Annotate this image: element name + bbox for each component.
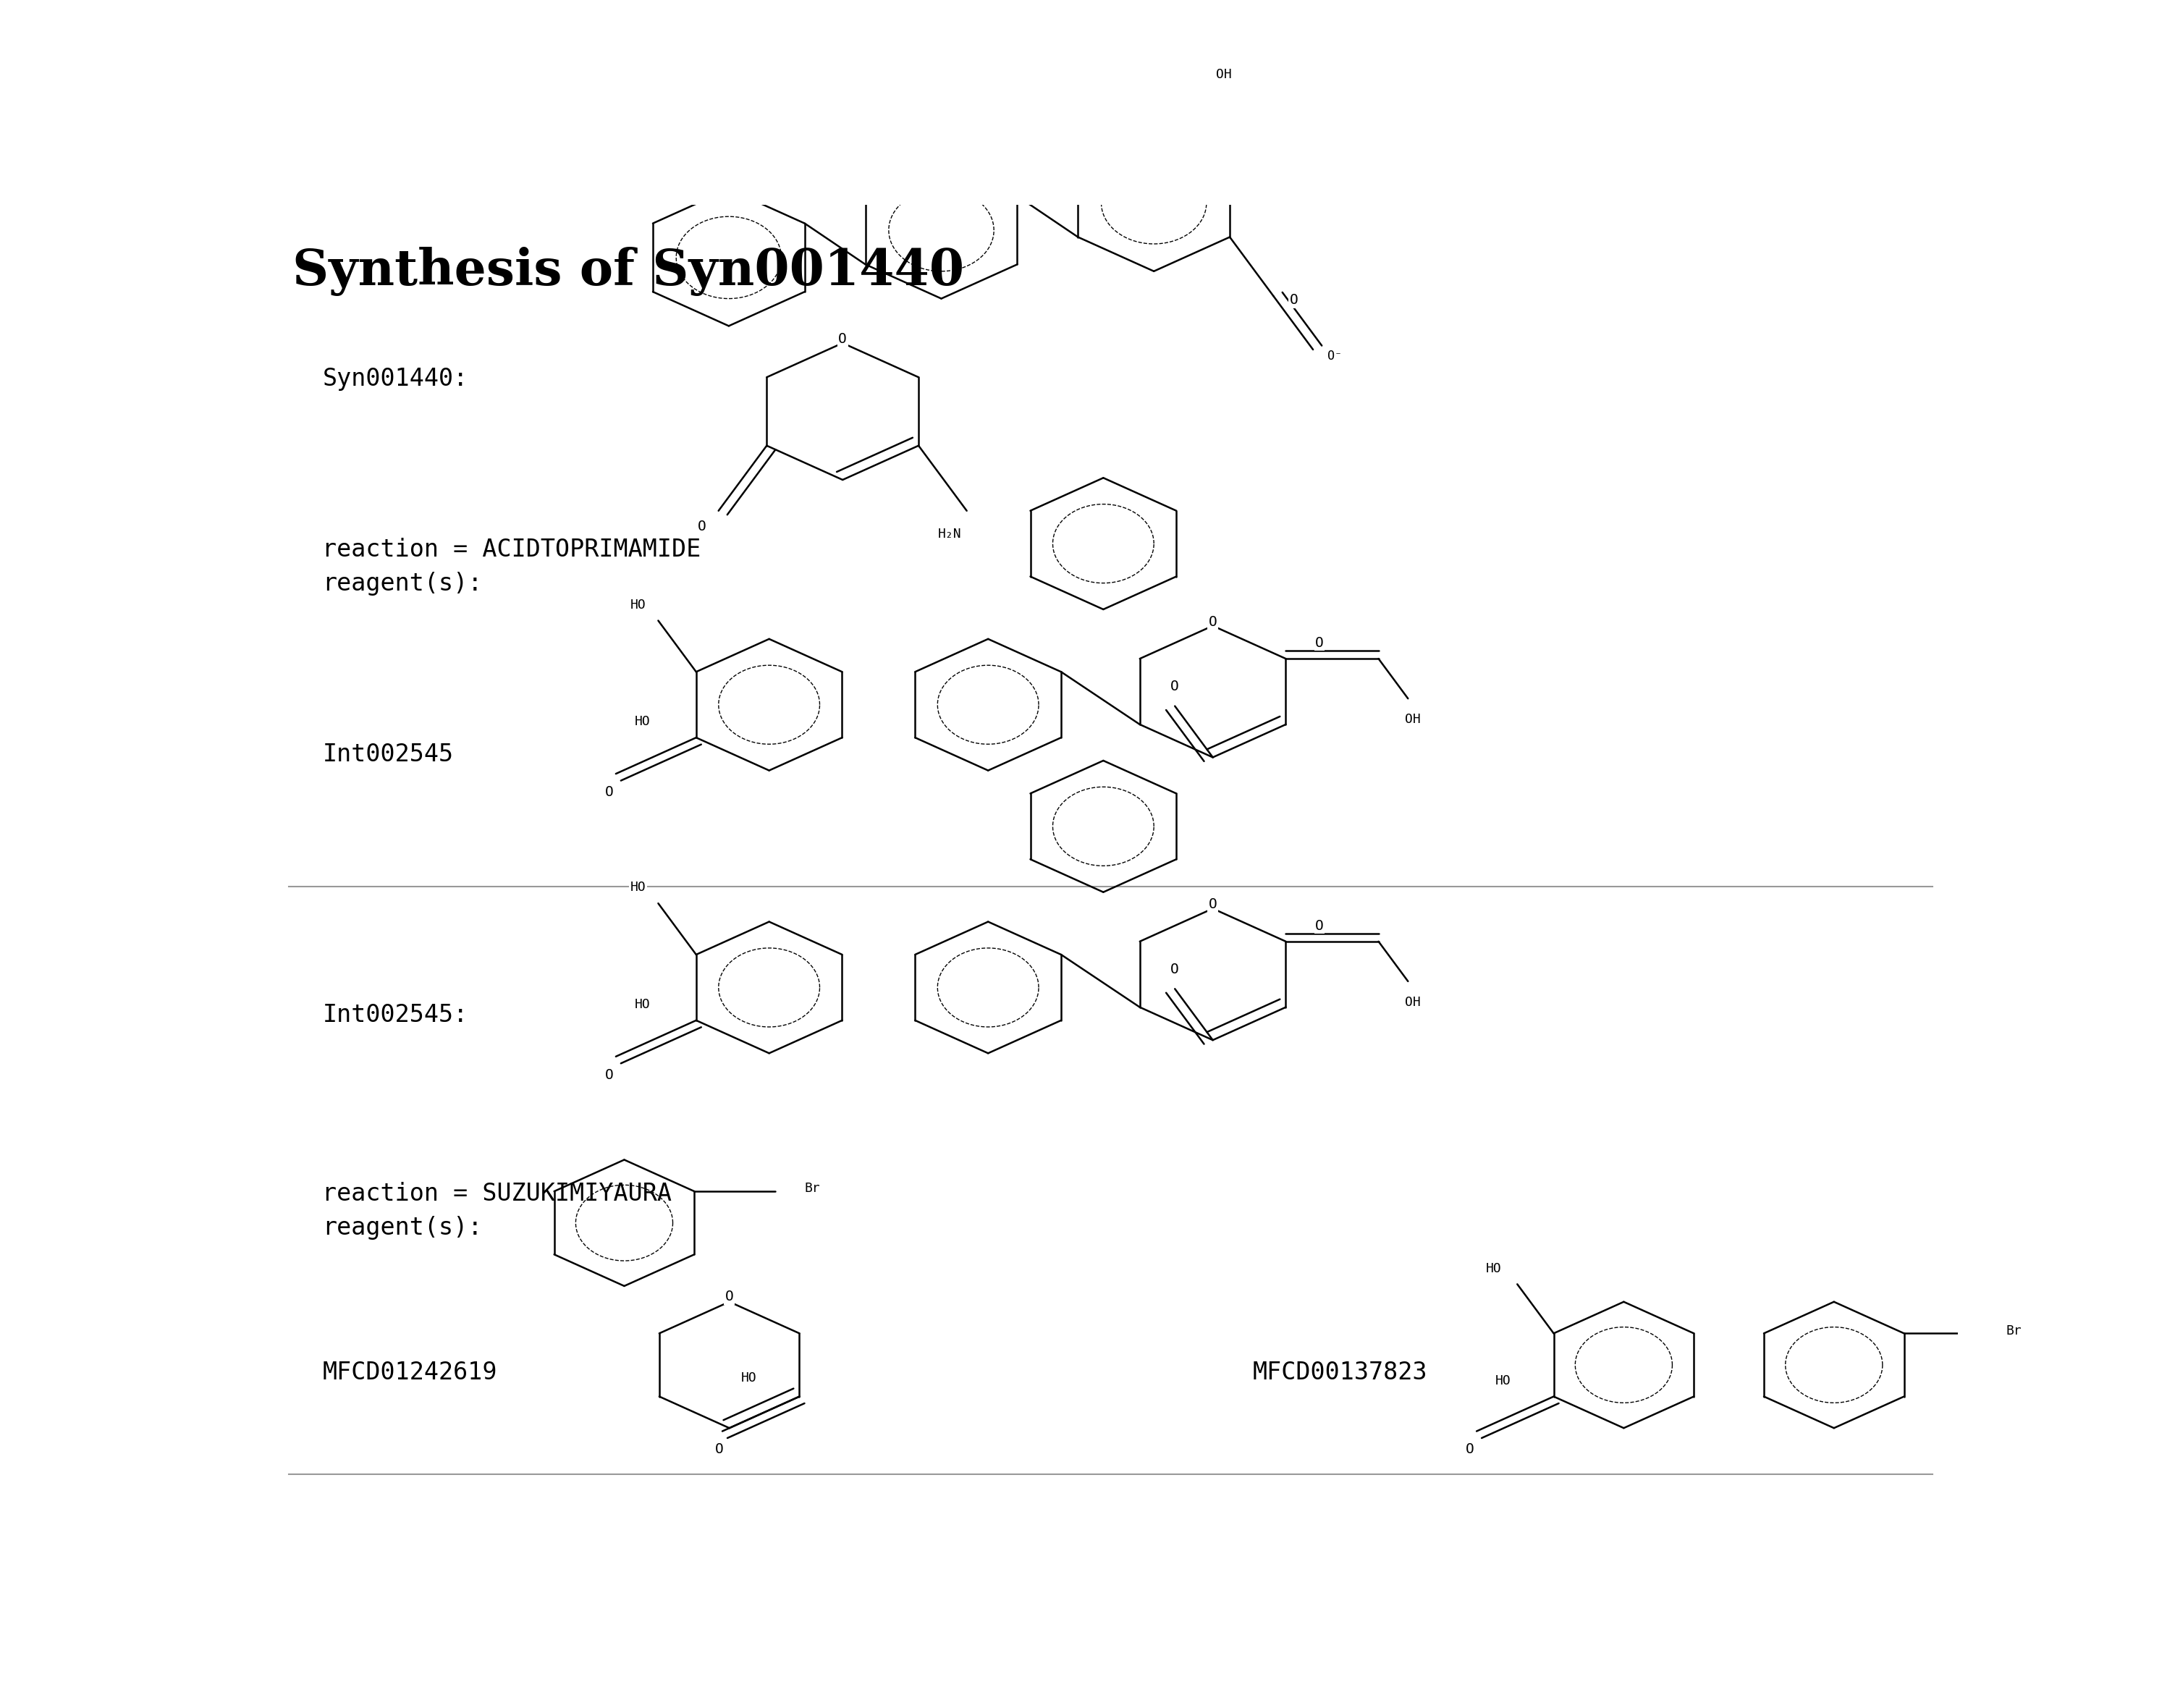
Text: O: O — [1170, 962, 1179, 975]
Text: O: O — [1209, 898, 1218, 912]
Text: O: O — [716, 1443, 724, 1457]
Text: MFCD01242619: MFCD01242619 — [322, 1361, 498, 1385]
Text: O: O — [605, 1068, 613, 1081]
Text: HO: HO — [1494, 1375, 1512, 1387]
Text: O⁻: O⁻ — [1327, 350, 1342, 362]
Text: HO: HO — [742, 1372, 757, 1385]
Text: OH: OH — [1405, 712, 1420, 726]
Text: Int002545:: Int002545: — [322, 1003, 468, 1027]
Text: HO: HO — [635, 997, 650, 1011]
Text: HO: HO — [635, 716, 650, 728]
Text: O: O — [1316, 919, 1325, 933]
Text: O: O — [1466, 1443, 1475, 1457]
Text: Br: Br — [805, 1182, 820, 1196]
Text: O: O — [1290, 294, 1298, 307]
Text: reaction = ACIDTOPRIMAMIDE: reaction = ACIDTOPRIMAMIDE — [322, 538, 700, 562]
Text: reagent(s):: reagent(s): — [322, 572, 483, 596]
Text: O: O — [724, 1290, 733, 1303]
Text: Int002545: Int002545 — [322, 743, 455, 767]
Text: O: O — [605, 786, 613, 799]
Text: O: O — [698, 519, 707, 533]
Text: O: O — [1209, 615, 1218, 629]
Text: HO: HO — [1486, 1262, 1501, 1274]
Text: H₂N: H₂N — [937, 528, 961, 541]
Text: MFCD00137823: MFCD00137823 — [1253, 1361, 1427, 1385]
Text: OH: OH — [1216, 68, 1231, 80]
Text: O: O — [1170, 680, 1179, 693]
Text: O: O — [1316, 635, 1325, 649]
Text: HO: HO — [631, 881, 646, 893]
Text: HO: HO — [631, 598, 646, 611]
Text: reagent(s):: reagent(s): — [322, 1216, 483, 1240]
Text: OH: OH — [1405, 996, 1420, 1009]
Text: Synthesis of Syn001440: Synthesis of Syn001440 — [291, 248, 964, 295]
Text: reaction = SUZUKIMIYAURA: reaction = SUZUKIMIYAURA — [322, 1182, 672, 1206]
Text: Br: Br — [2005, 1324, 2023, 1337]
Text: O: O — [837, 333, 846, 347]
Text: Syn001440:: Syn001440: — [322, 367, 468, 391]
